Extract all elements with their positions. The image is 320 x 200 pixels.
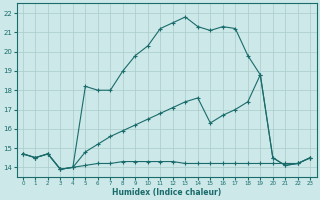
X-axis label: Humidex (Indice chaleur): Humidex (Indice chaleur) [112,188,221,197]
